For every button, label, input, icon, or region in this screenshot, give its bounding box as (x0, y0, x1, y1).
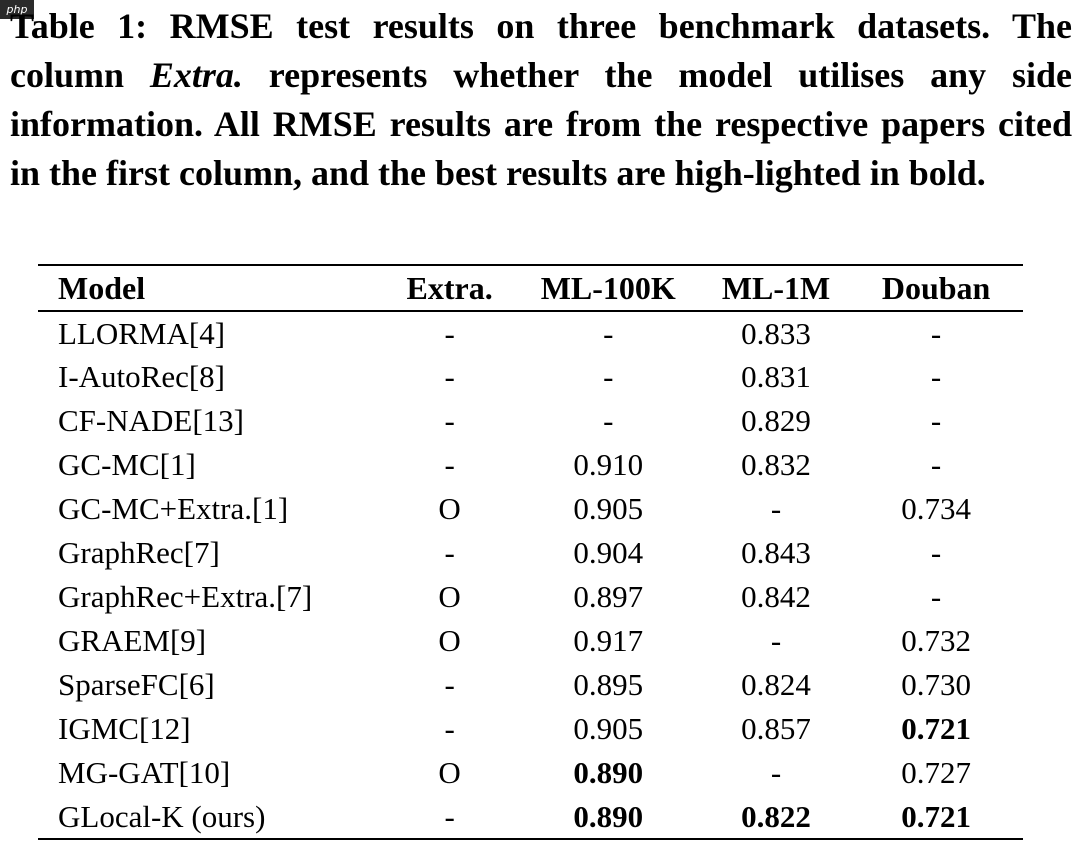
table-row: GC-MC+Extra.[1] O 0.905 - 0.734 (38, 487, 1023, 531)
cell-ml1m: - (770, 623, 782, 658)
cell-model: MG-GAT[10] (58, 755, 231, 790)
cell-model: CF-NADE[13] (58, 403, 244, 438)
cell-extra: - (444, 667, 455, 702)
cell-ml1m: 0.824 (741, 667, 811, 702)
cell-ml100k: 0.897 (573, 579, 644, 614)
cell-douban: - (930, 315, 942, 351)
cell-extra: O (438, 623, 461, 658)
php-watermark: php (0, 0, 34, 19)
table-row: IGMC[12] - 0.905 0.857 0.721 (38, 707, 1023, 751)
cell-extra: - (444, 447, 455, 482)
cell-extra: - (444, 535, 455, 570)
cell-ml1m: 0.857 (741, 711, 811, 746)
cell-ml100k: - (603, 359, 614, 394)
table-row: GLocal-K (ours) -0.890 0.822 0.721 (38, 795, 1023, 840)
caption-text-2: represents whether the model utilises an… (10, 55, 1073, 193)
caption-text-1: Table 1: RMSE test results on three benc… (10, 6, 1072, 95)
cell-model: GC-MC+Extra.[1] (58, 491, 289, 526)
cell-ml1m: 0.833 (741, 315, 811, 351)
table-row: GraphRec[7] - 0.904 0.843 - (38, 531, 1023, 575)
table-row: CF-NADE[13] - - 0.829 - (38, 399, 1023, 443)
cell-extra: - (444, 315, 455, 351)
cell-model: GraphRec+Extra.[7] (58, 579, 313, 614)
caption-emphasis: Extra. (149, 55, 243, 95)
cell-ml100k: 0.895 (573, 667, 644, 702)
cell-ml1m: 0.829 (741, 403, 811, 438)
table-row: MG-GAT[10] O 0.890 - 0.727 (38, 751, 1023, 795)
cell-ml100k: 0.890 (513, 795, 703, 840)
cell-extra: - (385, 795, 514, 840)
cell-model: IGMC[12] (58, 711, 191, 746)
cell-ml1m: 0.842 (741, 579, 811, 614)
cell-ml100k: 0.910 (573, 447, 644, 482)
header-extra: Extra. (385, 264, 514, 312)
cell-extra: O (438, 755, 461, 790)
cell-douban: - (930, 579, 942, 614)
table-row: I-AutoRec[8] - - 0.831 - (38, 355, 1023, 399)
cell-model: GraphRec[7] (58, 535, 220, 570)
cell-extra: - (444, 711, 455, 746)
cell-extra: - (444, 359, 455, 394)
cell-ml100k: 0.917 (573, 623, 644, 658)
cell-model: GRAEM[9] (58, 623, 207, 658)
cell-ml1m: - (770, 491, 782, 526)
cell-ml1m: - (770, 755, 782, 790)
cell-douban: 0.732 (901, 623, 971, 658)
cell-ml100k: 0.890 (573, 755, 644, 790)
cell-ml100k: 0.905 (573, 491, 644, 526)
cell-ml1m: 0.822 (702, 795, 850, 840)
cell-model: GC-MC[1] (58, 447, 196, 482)
cell-douban: 0.730 (901, 667, 971, 702)
header-ml1m: ML-1M (702, 264, 850, 312)
cell-ml1m: 0.843 (741, 535, 811, 570)
cell-ml100k: - (603, 403, 614, 438)
cell-model: GLocal-K (ours) (38, 795, 386, 840)
cell-extra: O (438, 579, 461, 614)
header-ml100k: ML-100K (513, 264, 703, 312)
cell-model: SparseFC[6] (58, 667, 215, 702)
cell-douban: - (930, 447, 942, 482)
table-caption: Table 1: RMSE test results on three benc… (10, 2, 1072, 198)
header-douban: Douban (849, 264, 1023, 312)
cell-ml100k: 0.904 (573, 535, 644, 570)
cell-ml100k: - (603, 315, 614, 351)
table-row: SparseFC[6] - 0.895 0.824 0.730 (38, 663, 1023, 707)
table-row: GC-MC[1] - 0.910 0.832 - (38, 443, 1023, 487)
cell-ml1m: 0.832 (741, 447, 811, 482)
cell-extra: - (444, 403, 455, 438)
results-table: Model Extra. ML-100K ML-1M Douban LLORMA… (38, 264, 1023, 840)
table-row: GraphRec+Extra.[7] O 0.897 0.842 - (38, 575, 1023, 619)
table-row: GRAEM[9] O 0.917 - 0.732 (38, 619, 1023, 663)
cell-model: LLORMA[4] (58, 315, 226, 351)
header-row: Model Extra. ML-100K ML-1M Douban (38, 264, 1023, 312)
cell-douban: - (930, 403, 942, 438)
cell-model: I-AutoRec[8] (58, 359, 225, 394)
cell-douban: 0.721 (901, 711, 971, 746)
cell-ml100k: 0.905 (573, 711, 644, 746)
table-row: LLORMA[4] - - 0.833 - (38, 311, 1023, 355)
cell-douban: 0.721 (849, 795, 1023, 840)
table-body: LLORMA[4] - -0.833- I-AutoRec[8] - -0.831- CF-… (38, 311, 1023, 840)
cell-douban: 0.734 (901, 491, 971, 526)
header-model: Model (38, 264, 386, 312)
cell-douban: 0.727 (901, 755, 971, 790)
cell-douban: - (930, 359, 942, 394)
cell-extra: O (438, 491, 461, 526)
cell-ml1m: 0.831 (741, 359, 811, 394)
cell-douban: - (930, 535, 942, 570)
